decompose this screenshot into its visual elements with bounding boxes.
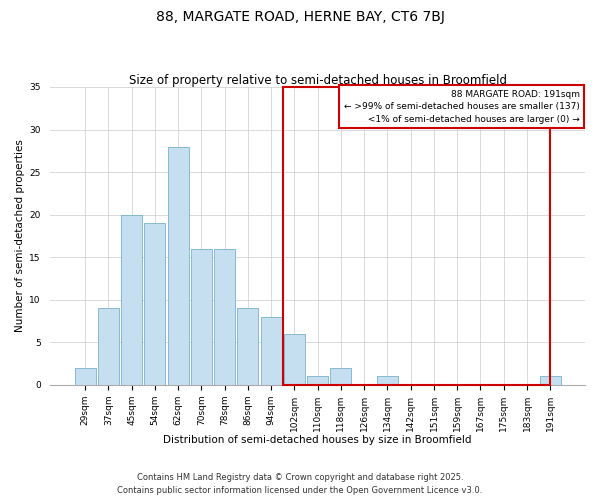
Bar <box>284 334 305 384</box>
Bar <box>307 376 328 384</box>
Bar <box>261 316 281 384</box>
Bar <box>145 223 166 384</box>
X-axis label: Distribution of semi-detached houses by size in Broomfield: Distribution of semi-detached houses by … <box>163 435 472 445</box>
Bar <box>238 308 259 384</box>
Bar <box>168 146 188 384</box>
Bar <box>74 368 95 384</box>
Bar <box>331 368 352 384</box>
Title: Size of property relative to semi-detached houses in Broomfield: Size of property relative to semi-detach… <box>128 74 506 87</box>
Text: 88, MARGATE ROAD, HERNE BAY, CT6 7BJ: 88, MARGATE ROAD, HERNE BAY, CT6 7BJ <box>155 10 445 24</box>
Text: 88 MARGATE ROAD: 191sqm
← >99% of semi-detached houses are smaller (137)
  <1% o: 88 MARGATE ROAD: 191sqm ← >99% of semi-d… <box>344 90 580 124</box>
Bar <box>540 376 560 384</box>
Bar <box>121 214 142 384</box>
Text: Contains HM Land Registry data © Crown copyright and database right 2025.
Contai: Contains HM Land Registry data © Crown c… <box>118 474 482 495</box>
Bar <box>191 248 212 384</box>
Y-axis label: Number of semi-detached properties: Number of semi-detached properties <box>15 140 25 332</box>
Bar <box>377 376 398 384</box>
Bar <box>214 248 235 384</box>
Bar <box>98 308 119 384</box>
